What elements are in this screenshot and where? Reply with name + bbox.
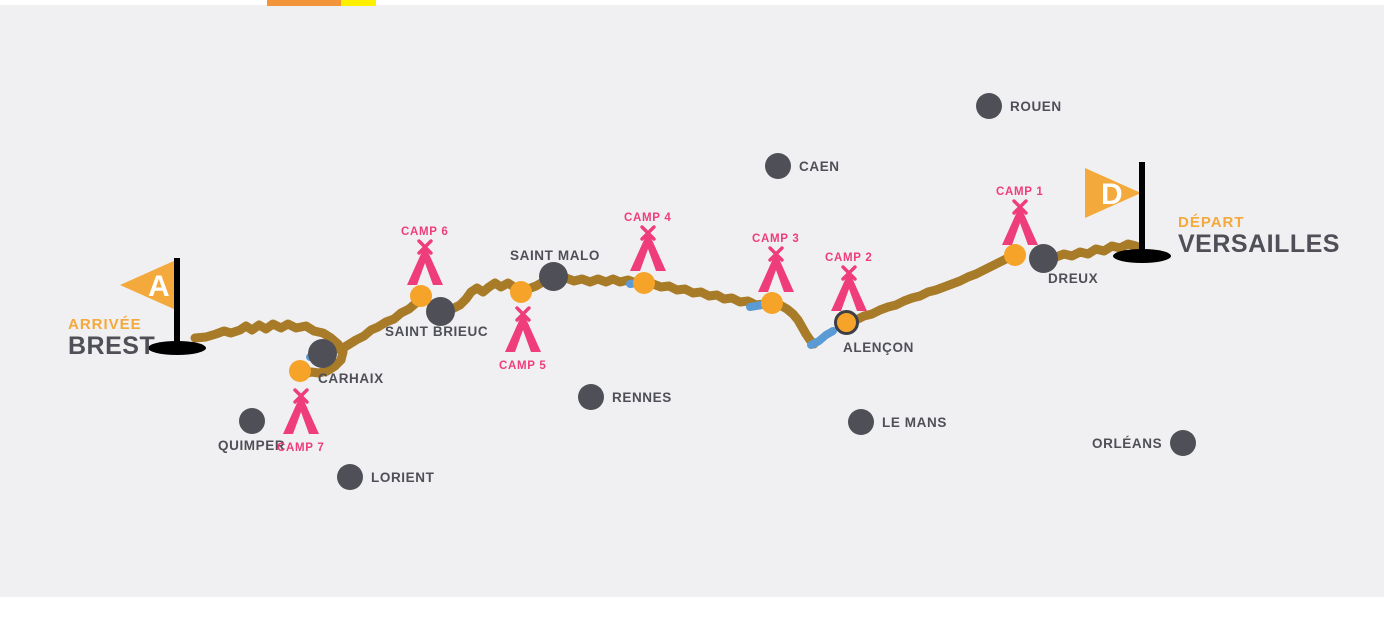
- flag-text-arrivee: ARRIVÉE BREST: [68, 316, 155, 361]
- stage-node-camp1[interactable]: [1004, 244, 1026, 266]
- flag-base-shadow: [1113, 249, 1171, 263]
- city-marker-quimper[interactable]: QUIMPER: [218, 408, 285, 453]
- city-dot-icon: [1170, 430, 1197, 456]
- city-marker-rennes[interactable]: RENNES: [578, 384, 672, 410]
- tent-icon: [827, 265, 871, 318]
- city-label: ROUEN: [1010, 98, 1062, 114]
- flag-marker-arrivee[interactable]: A: [120, 250, 240, 355]
- map-canvas: [0, 5, 1384, 597]
- route-segment-camp3-alencon: [775, 300, 819, 349]
- camp-marker-2[interactable]: CAMP 2: [825, 252, 872, 318]
- tent-icon: [403, 239, 447, 292]
- camp-marker-5[interactable]: CAMP 5: [499, 306, 546, 372]
- camp-marker-4[interactable]: CAMP 4: [624, 212, 671, 278]
- tent-icon: [501, 306, 545, 359]
- city-dot-icon: [578, 384, 604, 410]
- camp-marker-7[interactable]: CAMP 7: [277, 388, 324, 454]
- flag-base-shadow: [148, 341, 206, 355]
- city-marker-caen[interactable]: CAEN: [765, 153, 840, 179]
- city-dot-icon: [337, 464, 363, 490]
- flag-kicker: DÉPART: [1178, 214, 1245, 231]
- stage-node-camp4[interactable]: [633, 272, 655, 294]
- camp-label: CAMP 1: [996, 186, 1044, 198]
- stage-node-camp3[interactable]: [761, 292, 783, 314]
- route-stop-dot-dreux[interactable]: [1029, 244, 1058, 273]
- city-label: ORLÉANS: [1092, 435, 1163, 451]
- camp-label: CAMP 4: [624, 212, 672, 224]
- route-stop-dot-saint-brieuc[interactable]: [426, 297, 455, 326]
- city-label: CAEN: [799, 158, 840, 174]
- camp-marker-6[interactable]: CAMP 6: [401, 226, 448, 292]
- route-stop-label-saint-brieuc: SAINT BRIEUC: [385, 324, 489, 339]
- tent-icon: [279, 388, 323, 441]
- flag-marker-depart[interactable]: D: [1085, 158, 1205, 263]
- city-marker-orleans[interactable]: ORLÉANS: [1092, 430, 1197, 456]
- city-marker-le-mans[interactable]: LE MANS: [848, 409, 947, 435]
- camp-label: CAMP 7: [277, 442, 325, 454]
- city-label: QUIMPER: [218, 438, 286, 453]
- flag-letter: D: [1101, 178, 1123, 211]
- city-dot-icon: [765, 153, 791, 179]
- stage-node-camp6[interactable]: [410, 285, 432, 307]
- flag-kicker: ARRIVÉE: [68, 316, 142, 333]
- city-dot-icon: [976, 93, 1002, 119]
- flag-place: BREST: [68, 332, 156, 360]
- route-segment-carhaix-stbrieuc: [335, 293, 428, 355]
- city-label: LE MANS: [882, 414, 947, 430]
- route-stop-label-carhaix: CARHAIX: [318, 371, 384, 386]
- camp-label: CAMP 3: [752, 233, 800, 245]
- route-stop-label-saint-malo: SAINT MALO: [510, 248, 600, 263]
- tent-icon: [754, 246, 798, 299]
- route-stop-label-dreux: DREUX: [1048, 271, 1099, 286]
- city-marker-rouen[interactable]: ROUEN: [976, 93, 1062, 119]
- city-label: RENNES: [612, 389, 672, 405]
- camp-label: CAMP 5: [499, 360, 547, 372]
- route-segment-dreux-versailles: [1051, 239, 1141, 262]
- camp-label: CAMP 6: [401, 226, 449, 238]
- flag-banner-icon: [120, 260, 176, 310]
- flag-pole: [1139, 162, 1145, 258]
- route-segment-stbrieuc-stmalo: [447, 278, 526, 314]
- tent-icon: [998, 199, 1042, 252]
- city-dot-icon: [848, 409, 874, 435]
- camp-marker-1[interactable]: CAMP 1: [996, 186, 1043, 252]
- flag-text-depart: DÉPART VERSAILLES: [1178, 214, 1340, 259]
- tent-icon: [626, 225, 670, 278]
- flag-banner-icon: [1085, 168, 1141, 218]
- camp-label: CAMP 2: [825, 252, 873, 264]
- city-label: LORIENT: [371, 469, 435, 485]
- orange-accent-bar: [267, 0, 341, 6]
- route-segment-brest-carhaix: [190, 319, 348, 379]
- flag-place: VERSAILLES: [1178, 230, 1340, 258]
- route-stop-label-alencon: ALENÇON: [843, 340, 914, 355]
- flag-letter: A: [148, 270, 170, 303]
- city-dot-icon: [238, 408, 265, 434]
- stage-node-camp5[interactable]: [510, 281, 532, 303]
- route-stop-dot-alencon[interactable]: [834, 310, 859, 335]
- route-stop-dot-carhaix[interactable]: [308, 339, 337, 368]
- stage-node-camp7[interactable]: [289, 360, 311, 382]
- yellow-accent-bar: [341, 0, 376, 6]
- river-crossing-alencon: [807, 327, 837, 349]
- camp-marker-3[interactable]: CAMP 3: [752, 233, 799, 299]
- route-stop-dot-saint-malo[interactable]: [539, 262, 568, 291]
- route-segment-alencon-dreux: [851, 250, 1020, 325]
- city-marker-lorient[interactable]: LORIENT: [337, 464, 434, 490]
- flag-pole: [174, 258, 180, 350]
- river-crossing-camp3: [746, 301, 766, 311]
